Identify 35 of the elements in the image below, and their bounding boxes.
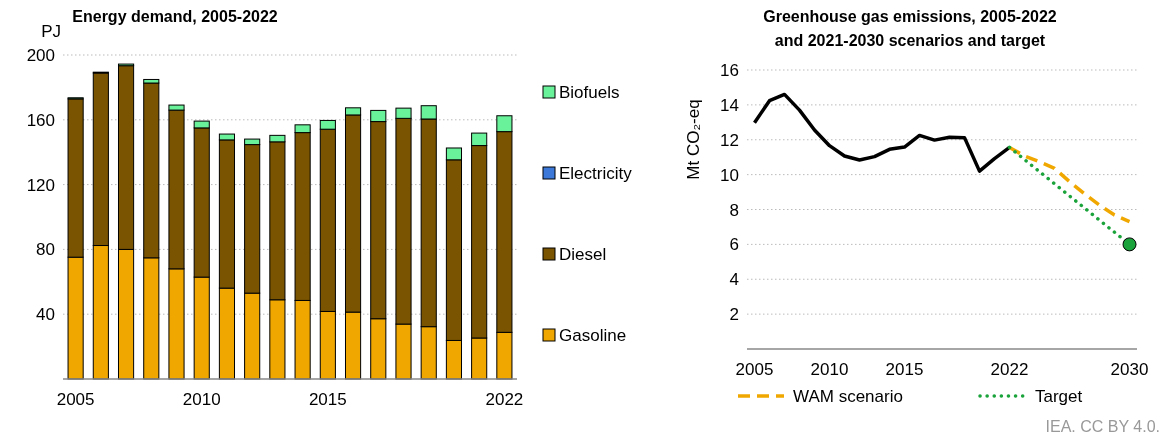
legend-label: Biofuels xyxy=(559,83,620,102)
legend-label: Electricity xyxy=(559,164,633,183)
x-tick-label: 2010 xyxy=(810,360,849,379)
x-tick-label: 2022 xyxy=(485,390,524,409)
y-axis-title: Mt CO₂-eq xyxy=(684,99,703,180)
y-tick-label: 6 xyxy=(729,235,739,255)
x-tick-label: 2005 xyxy=(735,360,774,379)
y-tick-label: 12 xyxy=(720,130,739,150)
chart-title: Energy demand, 2005-2022 xyxy=(72,8,278,25)
x-tick-label: 2005 xyxy=(56,390,95,409)
y-tick-label: 200 xyxy=(26,46,55,65)
legend-label: Diesel xyxy=(559,245,607,264)
y-tick-label: 14 xyxy=(720,95,739,115)
x-tick-label: 2015 xyxy=(308,390,347,409)
y-tick-label: 16 xyxy=(720,61,739,80)
legend-label: Gasoline xyxy=(559,326,627,345)
y-tick-label: 4 xyxy=(729,270,739,290)
x-tick-label: 2010 xyxy=(182,390,221,409)
chart-title: Greenhouse gas emissions, 2005-2022 and 2021-2030 scenarios and target xyxy=(763,8,1057,49)
line-series xyxy=(752,92,1012,173)
legend-label: Target xyxy=(1035,387,1083,406)
y-tick-label: 160 xyxy=(26,110,55,130)
y-tick-label: 120 xyxy=(26,175,55,195)
text: IEA. CC BY 4.0. xyxy=(1045,418,1160,435)
x-tick-label: 2015 xyxy=(885,360,924,379)
y-tick-label: 40 xyxy=(36,305,55,325)
y-tick-label: 8 xyxy=(729,200,739,220)
y-tick-label: 2 xyxy=(729,305,739,325)
line-series xyxy=(1007,145,1132,224)
x-tick-label: 2022 xyxy=(990,360,1029,379)
y-axis-title: PJ xyxy=(41,22,61,41)
y-tick-label: 80 xyxy=(36,240,55,260)
legend-label: WAM scenario xyxy=(793,387,903,406)
x-tick-label: 2030 xyxy=(1110,360,1149,379)
y-tick-label: 10 xyxy=(720,165,739,185)
